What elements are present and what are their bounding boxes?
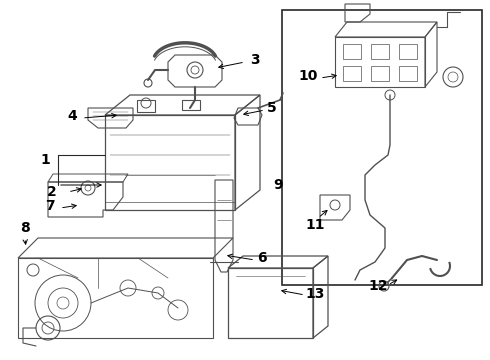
Bar	[343, 44, 361, 59]
Bar	[399, 44, 417, 59]
Text: 4: 4	[67, 109, 77, 123]
Bar	[137, 100, 155, 112]
Text: 5: 5	[267, 101, 277, 115]
Bar	[371, 66, 389, 81]
Text: 6: 6	[257, 251, 267, 265]
Text: 12: 12	[368, 279, 388, 293]
Bar	[399, 66, 417, 81]
Text: 1: 1	[40, 153, 50, 167]
Bar	[282, 10, 482, 285]
Bar	[228, 268, 313, 338]
Text: 7: 7	[45, 199, 55, 213]
Text: 2: 2	[47, 185, 57, 199]
Text: 8: 8	[20, 221, 30, 235]
Bar	[182, 100, 200, 110]
Bar	[371, 44, 389, 59]
Text: 10: 10	[298, 69, 318, 83]
Text: 9: 9	[273, 178, 283, 192]
Bar	[343, 66, 361, 81]
Text: 13: 13	[305, 287, 325, 301]
Text: 3: 3	[250, 53, 260, 67]
Text: 11: 11	[305, 218, 325, 232]
